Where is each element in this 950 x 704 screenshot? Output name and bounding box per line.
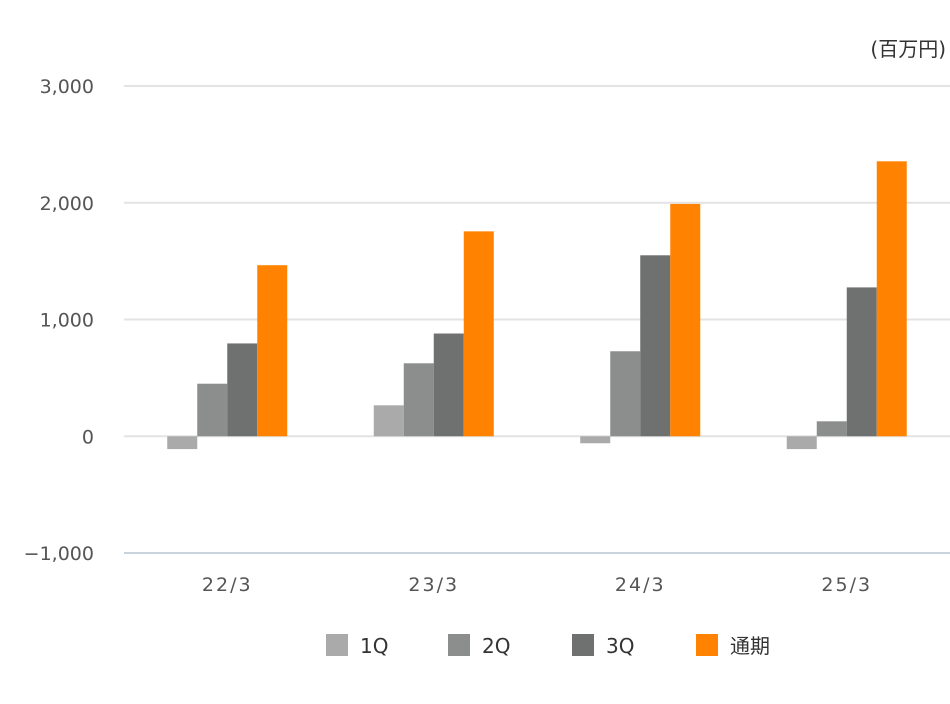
x-tick-label: 23/3 <box>408 574 459 596</box>
bar-3Q-24/3 <box>640 255 671 437</box>
bar-通期-24/3 <box>670 203 701 437</box>
legend-swatch <box>572 634 594 656</box>
unit-label: (百万円) <box>870 37 946 61</box>
x-tick-label: 22/3 <box>202 574 253 596</box>
legend-label: 通期 <box>730 634 770 658</box>
y-tick-label: 2,000 <box>40 193 94 215</box>
legend-swatch <box>696 634 718 656</box>
bar-1Q-25/3 <box>786 436 817 450</box>
legend-label: 3Q <box>606 634 634 658</box>
bar-3Q-22/3 <box>227 343 258 437</box>
legend-label: 2Q <box>482 634 510 658</box>
bar-1Q-23/3 <box>373 405 404 437</box>
bar-3Q-23/3 <box>433 333 464 437</box>
legend-label: 1Q <box>360 634 388 658</box>
bar-2Q-25/3 <box>816 421 847 437</box>
y-tick-label: −1,000 <box>24 543 94 565</box>
x-tick-label: 25/3 <box>821 574 872 596</box>
x-tick-label: 24/3 <box>615 574 666 596</box>
bar-通期-23/3 <box>463 231 494 437</box>
bar-通期-25/3 <box>876 161 907 437</box>
bar-2Q-23/3 <box>403 363 434 437</box>
y-tick-label: 3,000 <box>40 76 94 98</box>
legend-swatch <box>326 634 348 656</box>
bar-通期-22/3 <box>257 265 288 437</box>
bar-2Q-24/3 <box>610 351 641 437</box>
bar-2Q-22/3 <box>197 383 228 437</box>
legend-swatch <box>448 634 470 656</box>
bar-3Q-25/3 <box>846 287 877 437</box>
y-tick-label: 0 <box>82 426 94 448</box>
bar-1Q-24/3 <box>580 436 611 444</box>
y-tick-label: 1,000 <box>40 310 94 332</box>
bar-1Q-22/3 <box>167 436 198 450</box>
